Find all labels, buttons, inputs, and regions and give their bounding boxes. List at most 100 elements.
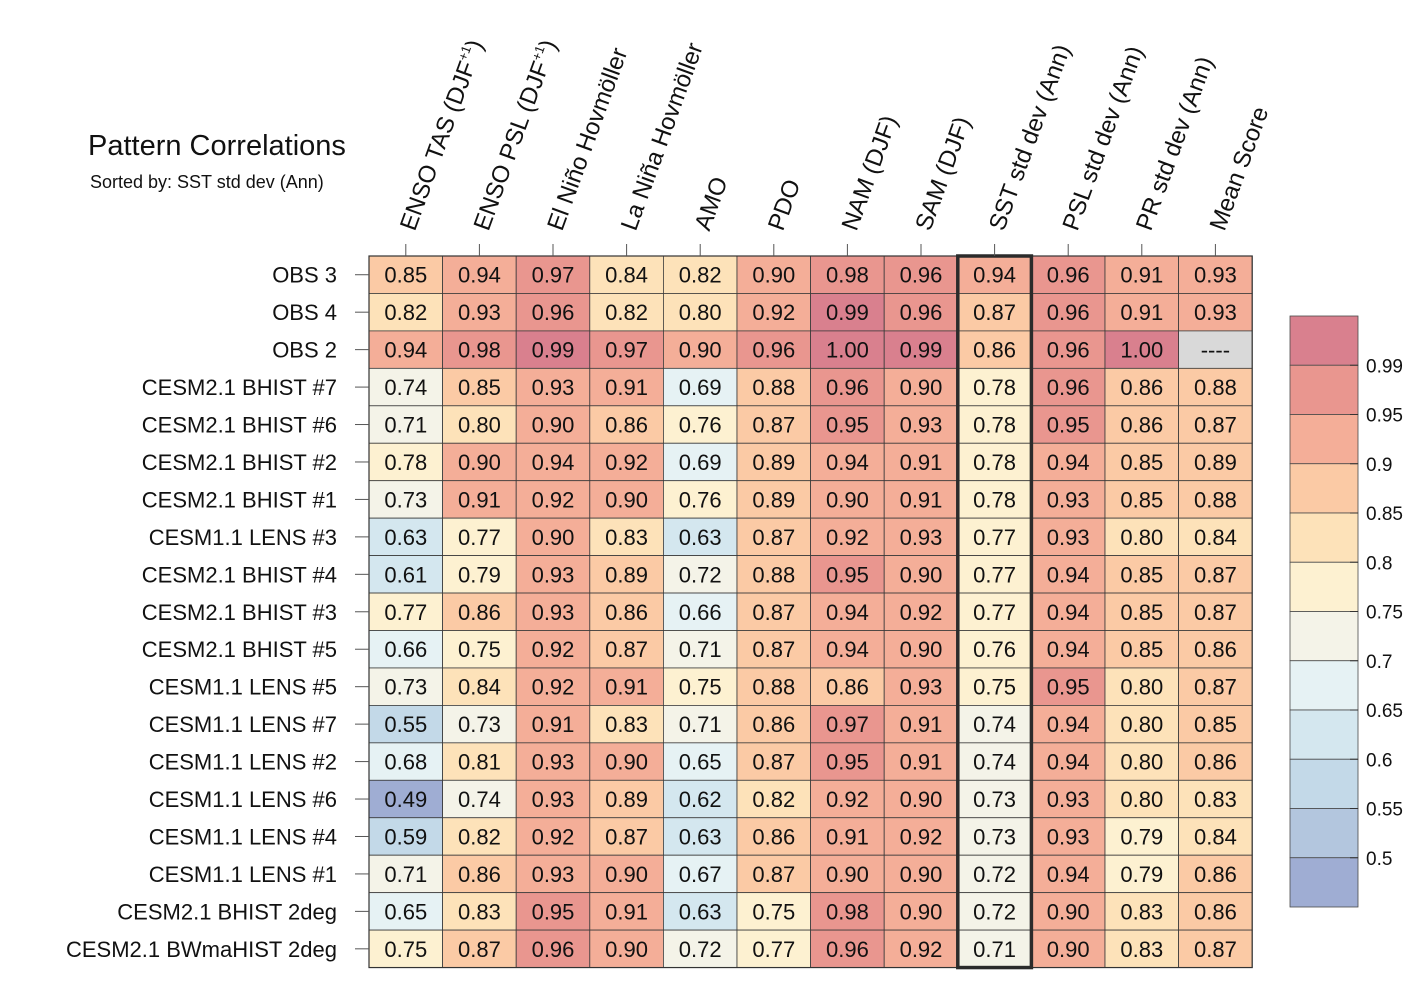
cell-value: 0.91 — [900, 750, 943, 775]
heatmap-cell — [515, 330, 591, 369]
heatmap-cell — [1104, 817, 1179, 856]
cell-value: 0.90 — [532, 413, 575, 438]
cell-value: 0.96 — [1047, 263, 1090, 288]
cell-value: 0.94 — [532, 450, 575, 475]
heatmap-cell — [1104, 293, 1179, 332]
heatmap-cell — [515, 929, 591, 968]
cell-value: 0.74 — [458, 787, 501, 812]
heatmap-cell — [957, 892, 1032, 931]
cell-value: 0.85 — [1194, 712, 1237, 737]
heatmap-cell — [810, 330, 885, 369]
cell-value: 0.83 — [605, 525, 648, 550]
heatmap-cell — [1178, 517, 1253, 557]
heatmap-cell — [1104, 555, 1179, 594]
cell-value: 0.92 — [826, 525, 869, 550]
heatmap-cell — [810, 667, 885, 706]
heatmap-cell — [589, 779, 664, 819]
cell-value: 0.86 — [605, 413, 648, 438]
colorbar-tick-label: 0.8 — [1366, 553, 1392, 574]
cell-value: 0.76 — [973, 637, 1016, 662]
cell-value: 0.85 — [1120, 487, 1163, 512]
cell-value: 0.78 — [973, 413, 1016, 438]
cell-value: 0.76 — [679, 413, 722, 438]
cell-value: 0.93 — [900, 525, 943, 550]
colorbar-bin — [1289, 857, 1359, 908]
column-label: PDO — [763, 176, 806, 234]
heatmap-cell — [810, 293, 885, 332]
heatmap-cell — [1178, 442, 1253, 482]
heatmap-cell — [663, 405, 738, 444]
cell-value: 0.87 — [605, 824, 648, 849]
row-label: CESM1.1 LENS #4 — [149, 824, 337, 849]
cell-value: 0.96 — [900, 300, 943, 325]
cell-value: 0.66 — [384, 637, 427, 662]
heatmap-cell — [515, 367, 591, 407]
row-label: OBS 3 — [272, 263, 337, 288]
heatmap-cell — [883, 817, 959, 856]
heatmap-cell — [883, 442, 959, 482]
cell-value: 0.84 — [1194, 525, 1237, 550]
heatmap-cell — [883, 705, 959, 744]
heatmap-cell — [1178, 592, 1253, 631]
heatmap-cell — [883, 779, 959, 819]
heatmap-cell — [442, 255, 517, 294]
cell-value: 0.94 — [384, 338, 427, 363]
cell-value: 0.82 — [384, 300, 427, 325]
cell-value: 0.86 — [1194, 750, 1237, 775]
row-label: CESM1.1 LENS #3 — [149, 525, 337, 550]
cell-value: 0.90 — [900, 899, 943, 924]
cell-value: 0.95 — [532, 899, 575, 924]
cell-value: 0.90 — [532, 525, 575, 550]
colorbar-bin — [1289, 561, 1359, 612]
colorbar-tick-label: 0.65 — [1366, 701, 1403, 722]
cell-value: 0.95 — [826, 562, 869, 587]
cell-value: 0.78 — [384, 450, 427, 475]
heatmap-cell — [368, 255, 443, 294]
cell-value: 0.89 — [1194, 450, 1237, 475]
cell-value: 0.97 — [605, 338, 648, 363]
cell-value: 0.90 — [826, 487, 869, 512]
cell-value: 0.94 — [1047, 450, 1090, 475]
heatmap-cell — [1031, 592, 1106, 631]
heatmap-cell — [368, 330, 443, 369]
heatmap-cell — [442, 705, 517, 744]
cell-value: 0.88 — [752, 675, 795, 700]
cell-value: 0.75 — [679, 675, 722, 700]
cell-value: 0.63 — [679, 899, 722, 924]
cell-value: 0.83 — [458, 899, 501, 924]
column-label-text: El Niño Hovmöller — [542, 44, 633, 234]
cell-value: 0.87 — [1194, 675, 1237, 700]
cell-value: 0.73 — [384, 487, 427, 512]
colorbar-tick-label: 0.85 — [1366, 504, 1403, 525]
cell-value: 0.96 — [532, 300, 575, 325]
cell-value: 0.90 — [900, 787, 943, 812]
heatmap-cell — [515, 817, 591, 856]
heatmap-cell — [589, 480, 664, 519]
cell-value: 0.94 — [826, 450, 869, 475]
cell-value: 0.73 — [458, 712, 501, 737]
cell-value: 0.80 — [679, 300, 722, 325]
heatmap-cell — [515, 405, 591, 444]
heatmap-cell — [883, 255, 959, 294]
colorbar-bin — [1289, 463, 1359, 514]
cell-value: 0.78 — [973, 450, 1016, 475]
cell-value: 0.86 — [973, 338, 1016, 363]
cell-value: 0.82 — [752, 787, 795, 812]
heatmap-cell — [1104, 405, 1179, 444]
colorbar-tick-label: 0.5 — [1366, 849, 1392, 870]
colorbar-tick-label: 0.9 — [1366, 455, 1392, 476]
cell-value: 0.92 — [532, 637, 575, 662]
heatmap-cell — [810, 892, 885, 931]
heatmap-cell — [810, 742, 885, 781]
cell-value: 0.98 — [458, 338, 501, 363]
cell-value: 0.93 — [458, 300, 501, 325]
heatmap-cell — [810, 779, 885, 819]
heatmap-cell — [663, 330, 738, 369]
heatmap-cell — [663, 854, 738, 894]
column-label-text: SAM (DJF) — [910, 113, 976, 234]
cell-value: 0.90 — [1047, 899, 1090, 924]
colorbar-bin — [1289, 364, 1359, 415]
cell-value: 0.82 — [679, 263, 722, 288]
cell-value: 0.87 — [1194, 600, 1237, 625]
heatmap-cell — [736, 705, 811, 744]
